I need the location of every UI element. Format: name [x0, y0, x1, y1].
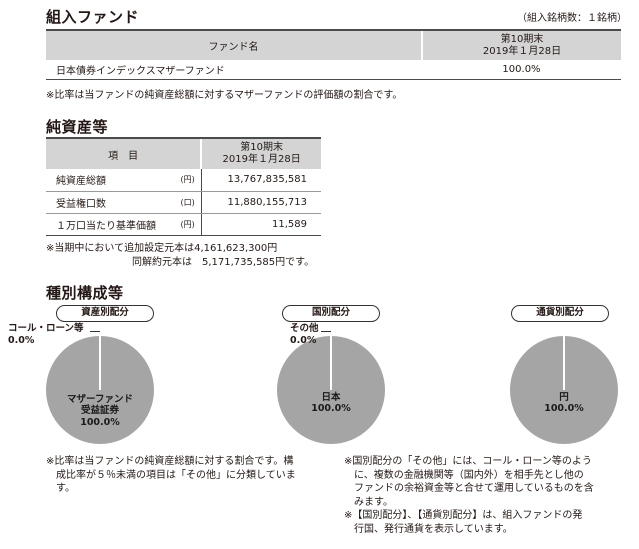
header-period-label: 第10期末 — [500, 33, 544, 45]
row-value: 11,880,155,713 — [200, 191, 321, 214]
pie-country-leader — [321, 331, 331, 332]
row-value: 11,589 — [200, 213, 321, 236]
table-row: 日本債券インデックスマザーファンド 100.0% — [46, 60, 621, 80]
holdings-table: ファンド名 第10期末 2019年１月28日 日本債券インデックスマザーファンド… — [46, 29, 621, 80]
note-line: す。 — [56, 483, 75, 494]
note-line: みます。 — [354, 496, 393, 508]
table-row: 受益権口数 (口) 11,880,155,713 — [46, 191, 321, 214]
holdings-note: ※比率は当ファンドの純資産総額に対するマザーファンドの評価額の割合です。 — [46, 90, 403, 101]
note-line: ※比率は当ファンドの純資産総額に対する割合です。構 — [46, 456, 294, 467]
pie-country-main-label: 日本 100.0% — [277, 392, 385, 415]
pie-asset-main-label: マザーファンド 受益証券 100.0% — [46, 394, 154, 428]
pie-country-side-label: その他 0.0% — [290, 323, 319, 347]
note-line: に、複数の金融機関等（国内外）を相手先とし他の — [354, 469, 584, 481]
pie-asset-side-label: コール・ローン等 0.0% — [8, 323, 84, 347]
pie-asset-divider — [99, 336, 101, 390]
row-unit: (円) — [158, 213, 202, 236]
pie-country-side-value: 0.0% — [290, 334, 317, 346]
net-assets-note-1: ※当期中において追加設定元本は4,161,623,300円 — [46, 243, 278, 254]
holdings-table-header: ファンド名 第10期末 2019年１月28日 — [46, 29, 621, 60]
header-period: 第10期末 2019年１月28日 — [421, 29, 621, 60]
fund-name-cell: 日本債券インデックスマザーファンド — [46, 60, 422, 80]
pie-currency-label-line1: 円 — [559, 392, 569, 403]
pie-country-divider — [330, 336, 332, 390]
row-label: 純資産総額 — [46, 169, 158, 192]
composition-note-right-2: ※【国別配分】、【通貨別配分】は、組入ファンドの発 行国、発行通貨を表示していま… — [344, 509, 634, 536]
pie-currency-value: 100.0% — [544, 403, 584, 415]
header-fund-name: ファンド名 — [46, 29, 422, 60]
row-label: 受益権口数 — [46, 191, 158, 214]
note-line: ※国別配分の「その他」には、コール・ローン等のよう — [344, 456, 592, 467]
note-line: ※【国別配分】、【通貨別配分】は、組入ファンドの発 — [344, 510, 583, 521]
pie-asset-side-value: 0.0% — [8, 334, 35, 346]
header-period: 第10期末 2019年１月28日 — [200, 137, 321, 169]
pie-country-side-name: その他 — [290, 323, 319, 334]
row-unit: (円) — [158, 169, 202, 192]
header-item: 項 目 — [46, 137, 202, 169]
table-row: 純資産総額 (円) 13,767,835,581 — [46, 169, 321, 192]
header-period-label: 第10期末 — [240, 142, 283, 153]
table-row: １万口当たり基準価額 (円) 11,589 — [46, 213, 321, 236]
pie-currency-main-label: 円 100.0% — [510, 392, 618, 415]
row-value: 13,767,835,581 — [200, 169, 321, 192]
pie-asset-label-line1: マザーファンド — [67, 394, 133, 405]
section-title-composition: 種別構成等 — [46, 284, 124, 302]
note-line: 行国、発行通貨を表示しています。 — [354, 523, 513, 535]
header-period-date: 2019年１月28日 — [482, 45, 562, 57]
net-assets-table-header: 項 目 第10期末 2019年１月28日 — [46, 137, 321, 169]
section-title-net-assets: 純資産等 — [46, 118, 109, 136]
row-label: １万口当たり基準価額 — [46, 213, 158, 236]
pie-title-country: 国別配分 — [282, 305, 380, 322]
pie-asset-label-line2: 受益証券 — [80, 405, 119, 417]
pie-title-asset: 資産別配分 — [56, 305, 154, 322]
pie-asset-leader — [90, 331, 100, 332]
section-title-holdings: 組入ファンド — [46, 8, 140, 26]
note-line: 成比率が５％未満の項目は「その他」に分類していま — [56, 469, 296, 481]
pie-asset-side-name: コール・ローン等 — [8, 323, 84, 334]
pie-country-label-line1: 日本 — [321, 392, 341, 403]
net-assets-table: 項 目 第10期末 2019年１月28日 純資産総額 (円) 13,767,83… — [46, 137, 321, 236]
composition-note-left: ※比率は当ファンドの純資産総額に対する割合です。構 成比率が５％未満の項目は「そ… — [46, 455, 336, 496]
composition-note-right-1: ※国別配分の「その他」には、コール・ローン等のよう に、複数の金融機関等（国内外… — [344, 455, 634, 509]
pie-title-currency: 通貨別配分 — [511, 305, 609, 322]
holdings-count-note: （組入銘柄数：１銘柄） — [517, 13, 627, 24]
header-period-date: 2019年１月28日 — [222, 154, 301, 165]
note-line: ファンドの余裕資金等と合せて運用しているものを含 — [354, 483, 594, 494]
pie-currency-divider — [563, 336, 565, 390]
row-unit: (口) — [158, 191, 202, 214]
pie-country-value: 100.0% — [311, 403, 351, 415]
fund-ratio-cell: 100.0% — [422, 60, 621, 80]
pie-asset-value: 100.0% — [80, 416, 120, 428]
net-assets-note-2: 同解約元本は 5,171,735,585円です。 — [132, 257, 315, 268]
